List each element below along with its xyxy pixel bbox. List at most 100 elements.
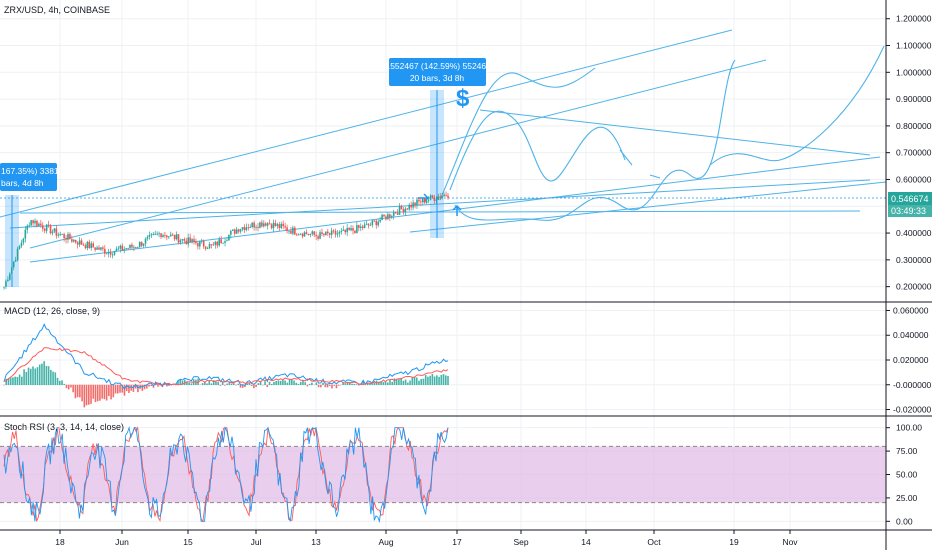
candle-body bbox=[362, 227, 364, 229]
time-tick-label: Sep bbox=[513, 537, 528, 547]
candle-body bbox=[100, 247, 102, 249]
candle-body bbox=[306, 232, 308, 234]
time-tick-label: Jul bbox=[251, 537, 262, 547]
macd-histogram-bar bbox=[41, 364, 43, 385]
candle-body bbox=[224, 241, 226, 243]
price-tick-label: 0.700000 bbox=[896, 148, 932, 158]
macd-histogram-bar bbox=[266, 385, 268, 387]
candle-body bbox=[434, 197, 436, 200]
candle-body bbox=[23, 239, 25, 243]
candle-body bbox=[405, 209, 407, 213]
candle-body bbox=[414, 203, 416, 206]
candle-body bbox=[170, 235, 172, 237]
countdown-value: 03:49:33 bbox=[891, 206, 926, 216]
macd-histogram-bar bbox=[95, 385, 97, 402]
candle-body bbox=[290, 231, 292, 234]
candle-body bbox=[263, 223, 265, 226]
candle-body bbox=[123, 249, 125, 250]
macd-axis[interactable]: 0.0600000.0400000.020000-0.000000-0.0200… bbox=[886, 305, 932, 414]
candle-body bbox=[92, 243, 94, 247]
candle-body bbox=[28, 225, 30, 226]
candle-body bbox=[191, 239, 193, 242]
candle-body bbox=[110, 252, 112, 254]
measure-left[interactable]: 167.35%) 338108 bars, 4d 8h bbox=[0, 163, 68, 191]
candle-body bbox=[26, 226, 28, 230]
candle-body bbox=[187, 237, 189, 244]
macd-histogram-bar bbox=[23, 369, 25, 385]
candle-body bbox=[36, 221, 38, 226]
candle-body bbox=[197, 243, 199, 246]
candle-body bbox=[296, 234, 298, 235]
macd-label: MACD (12, 26, close, 9) bbox=[4, 306, 100, 316]
macd-histogram-bar bbox=[304, 382, 306, 385]
candle-body bbox=[13, 262, 15, 267]
candle-body bbox=[61, 234, 63, 235]
macd-tick-label: 0.040000 bbox=[893, 330, 929, 340]
macd-histogram-bar bbox=[345, 383, 347, 385]
stoch-band bbox=[0, 446, 886, 502]
macd-histogram-bar bbox=[271, 384, 273, 385]
candle-body bbox=[426, 201, 428, 203]
current-price-value: 0.546674 bbox=[891, 194, 929, 204]
candle-body bbox=[341, 231, 343, 232]
projection-curve bbox=[710, 46, 884, 165]
macd-histogram-bar bbox=[66, 385, 68, 388]
price-axis[interactable]: 1.2000001.1000001.0000000.9000000.800000… bbox=[886, 14, 932, 292]
macd-histogram-bar bbox=[12, 377, 14, 385]
macd-histogram-bar bbox=[324, 385, 326, 387]
macd-histogram-bar bbox=[106, 385, 108, 401]
candle-body bbox=[178, 234, 180, 242]
macd-histogram-bar bbox=[425, 375, 427, 385]
stoch-tick-label: 50.00 bbox=[896, 470, 918, 480]
measure-left-line1: 167.35%) 338108 bbox=[1, 166, 68, 176]
candle-body bbox=[346, 228, 348, 232]
macd-histogram-bar bbox=[211, 383, 213, 385]
macd-histogram-bar bbox=[403, 381, 405, 385]
candle-body bbox=[156, 234, 158, 235]
candle-body bbox=[337, 234, 339, 235]
macd-histogram-bar bbox=[39, 365, 41, 386]
macd-histogram-bar bbox=[255, 385, 257, 387]
candle-body bbox=[129, 245, 131, 249]
macd-histogram-bar bbox=[48, 366, 50, 385]
macd-histogram-bar bbox=[59, 381, 61, 385]
candle-body bbox=[199, 241, 201, 246]
macd-histogram-bar bbox=[311, 383, 313, 385]
candle-body bbox=[226, 240, 228, 241]
candle-body bbox=[445, 195, 447, 196]
candle-body bbox=[275, 223, 277, 226]
candle-body bbox=[17, 249, 19, 260]
macd-histogram-bar bbox=[447, 376, 449, 385]
candle-body bbox=[189, 237, 191, 242]
candle-body bbox=[205, 246, 207, 248]
candle-body bbox=[141, 242, 143, 246]
macd-histogram-bar bbox=[21, 377, 23, 385]
measure-right[interactable]: 0.552467 (142.59%) 552467 20 bars, 3d 8h bbox=[383, 58, 491, 86]
macd-histogram-bar bbox=[320, 385, 322, 388]
macd-histogram-bar bbox=[119, 385, 121, 393]
candle-body bbox=[79, 240, 81, 244]
candle-body bbox=[315, 235, 317, 236]
candle-body bbox=[30, 220, 32, 225]
candle-body bbox=[253, 223, 255, 228]
macd-histogram-bar bbox=[88, 385, 90, 405]
macd-histogram-bar bbox=[353, 384, 355, 385]
macd-histogram-bar bbox=[231, 384, 233, 385]
candle-body bbox=[288, 231, 290, 232]
candle-body bbox=[284, 226, 286, 227]
candle-body bbox=[42, 225, 44, 228]
candle-body bbox=[139, 242, 141, 247]
macd-histogram-bar bbox=[331, 385, 333, 389]
trend-line bbox=[410, 182, 886, 232]
price-tick-label: 0.900000 bbox=[896, 94, 932, 104]
macd-histogram-bar bbox=[68, 385, 70, 390]
candle-body bbox=[370, 225, 372, 226]
candle-body bbox=[261, 222, 263, 226]
candle-body bbox=[397, 213, 399, 215]
candle-body bbox=[294, 228, 296, 235]
macd-histogram-bar bbox=[157, 385, 159, 387]
